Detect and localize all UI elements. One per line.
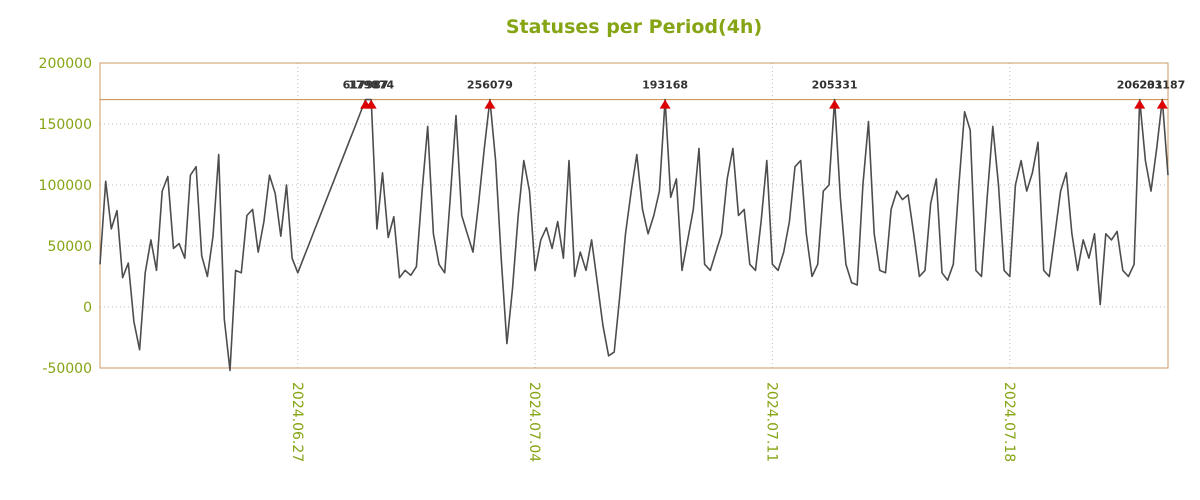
x-tick-label: 2024.06.27	[288, 382, 305, 463]
peak-marker	[1156, 99, 1168, 109]
series-line	[99, 98, 1169, 372]
peak-marker	[484, 99, 496, 109]
peak-marker	[1134, 99, 1146, 109]
peak-marker	[659, 99, 671, 109]
plot-border	[99, 62, 1169, 369]
y-tick-label: 100000	[39, 178, 92, 194]
y-tick-label: -50000	[42, 361, 92, 377]
peak-value-label: 256079	[467, 79, 513, 92]
x-tick-label: 2024.07.11	[763, 382, 780, 463]
peak-value-label: 617987	[343, 79, 389, 92]
y-tick-label: 200000	[39, 56, 92, 72]
chart-title: Statuses per Period(4h)	[505, 16, 763, 38]
peak-value-label: 205331	[812, 79, 858, 92]
peak-value-label: 203187	[1139, 79, 1185, 92]
peak-value-label: 179874	[348, 79, 394, 92]
peak-marker	[829, 99, 841, 109]
peak-value-label: 193168	[642, 79, 688, 92]
peak-value-label: 206231	[1117, 79, 1163, 92]
y-tick-label: 150000	[39, 117, 92, 133]
peak-marker	[365, 99, 377, 109]
y-tick-label: 0	[83, 300, 92, 316]
x-tick-label: 2024.07.18	[1000, 382, 1017, 463]
x-tick-label: 2024.07.04	[526, 382, 543, 463]
y-tick-label: 50000	[47, 239, 92, 255]
